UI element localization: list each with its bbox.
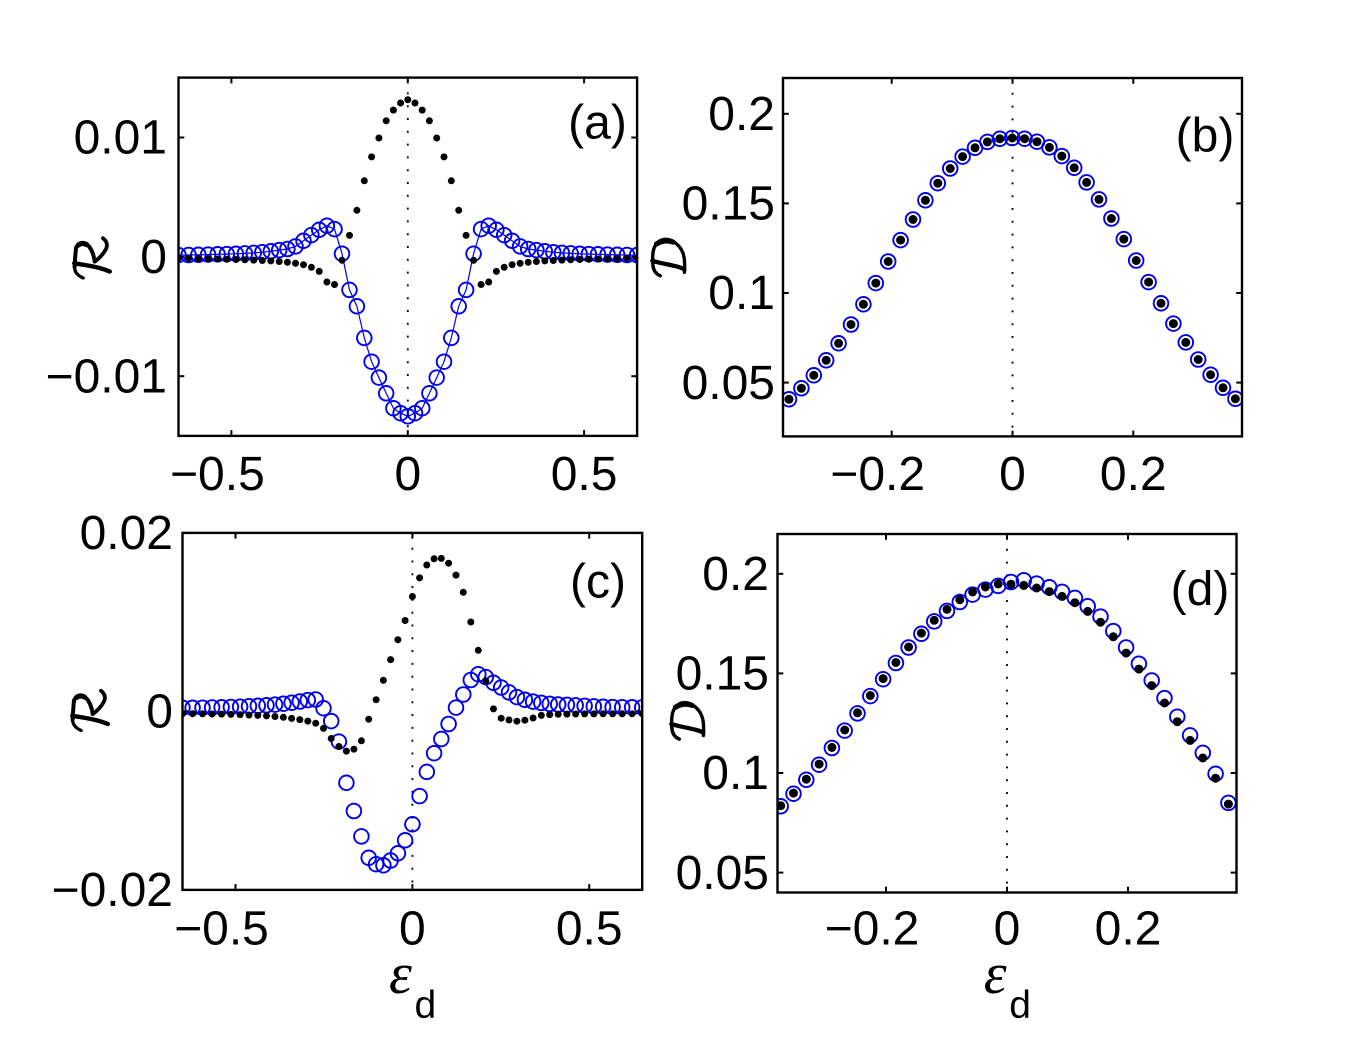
svg-text:0.05: 0.05 <box>676 847 769 900</box>
svg-text:−: − <box>830 448 858 501</box>
svg-text:(d): (d) <box>1171 563 1230 616</box>
svg-text:0: 0 <box>146 686 173 739</box>
svg-text:0.5: 0.5 <box>551 448 618 501</box>
svg-text:0.1: 0.1 <box>708 267 775 320</box>
svg-text:0.2: 0.2 <box>708 88 775 141</box>
svg-text:0.15: 0.15 <box>676 648 769 701</box>
svg-text:d: d <box>1009 984 1031 1027</box>
svg-text:(b): (b) <box>1176 109 1235 162</box>
svg-text:d: d <box>415 984 437 1027</box>
svg-text:−: − <box>825 903 853 956</box>
svg-text:ε: ε <box>984 941 1007 1006</box>
svg-text:−0.02: −0.02 <box>52 864 173 917</box>
svg-text:ε: ε <box>389 941 412 1006</box>
svg-text:0.2: 0.2 <box>853 903 920 956</box>
svg-text:0.5: 0.5 <box>556 903 623 956</box>
svg-text:0.5: 0.5 <box>202 903 269 956</box>
svg-text:0.01: 0.01 <box>74 112 167 165</box>
svg-text:0.2: 0.2 <box>1095 903 1162 956</box>
svg-text:0.02: 0.02 <box>80 507 173 560</box>
svg-text:0: 0 <box>399 903 426 956</box>
svg-text:0: 0 <box>994 903 1021 956</box>
svg-text:0: 0 <box>394 448 421 501</box>
svg-text:−: − <box>174 903 202 956</box>
svg-text:0: 0 <box>999 448 1026 501</box>
svg-text:0.05: 0.05 <box>682 357 775 410</box>
svg-text:0.2: 0.2 <box>858 448 925 501</box>
svg-text:0.5: 0.5 <box>198 448 265 501</box>
svg-text:(a): (a) <box>568 97 627 150</box>
svg-text:(c): (c) <box>570 556 626 609</box>
svg-text:−0.01: −0.01 <box>46 350 167 403</box>
svg-text:0.1: 0.1 <box>702 747 769 800</box>
svg-text:0.15: 0.15 <box>682 178 775 231</box>
svg-text:0.2: 0.2 <box>1100 448 1167 501</box>
svg-text:0.2: 0.2 <box>702 548 769 601</box>
svg-text:−: − <box>170 448 198 501</box>
svg-text:0: 0 <box>140 231 167 284</box>
